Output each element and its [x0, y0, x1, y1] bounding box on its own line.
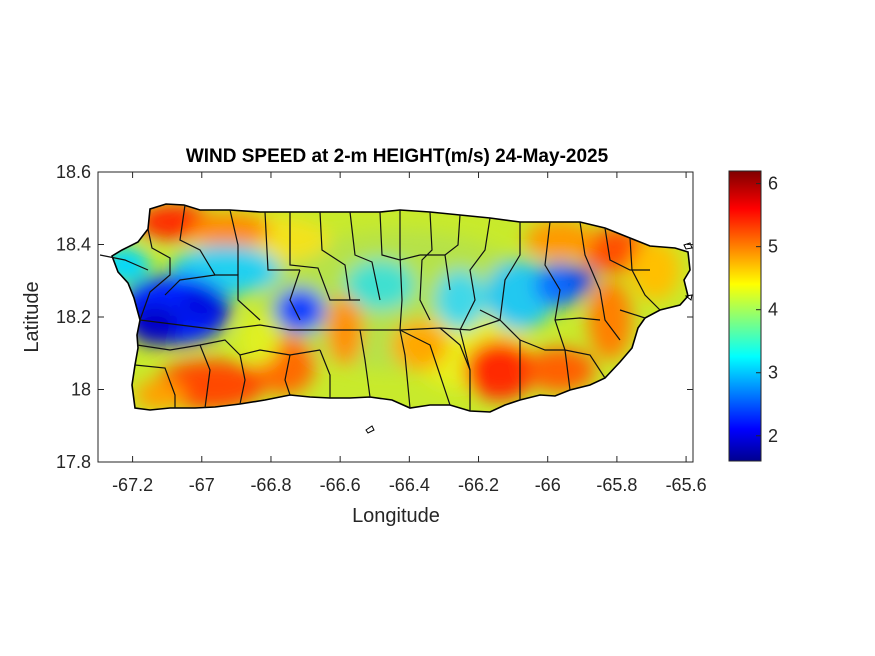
x-tick-label: -66.2	[458, 475, 499, 495]
offshore-islets	[365, 242, 693, 434]
x-tick-label: -67	[189, 475, 215, 495]
map-title: WIND SPEED at 2-m HEIGHT(m/s) 24-May-202…	[186, 146, 609, 167]
x-tick-label: -65.6	[666, 475, 707, 495]
x-tick-label: -66.8	[250, 475, 291, 495]
y-tick-label: 17.8	[56, 452, 91, 472]
colorbar-tick-label: 2	[768, 426, 778, 446]
colorbar-tick-label: 4	[768, 300, 778, 320]
y-axis-label: Latitude	[21, 281, 43, 352]
x-axis-label: Longitude	[352, 505, 440, 527]
y-tick-label: 18.4	[56, 235, 91, 255]
y-tick-label: 18.6	[56, 162, 91, 182]
y-tick-label: 18.2	[56, 307, 91, 327]
x-axis-ticks: -67.2 -67 -66.8 -66.6 -66.4 -66.2 -66 -65.8 -65.…	[112, 172, 707, 495]
y-axis-ticks: 17.8 18 18.2 18.4 18.6	[56, 162, 693, 472]
colorbar-tick-label: 5	[768, 237, 778, 257]
colorbar	[728, 170, 762, 462]
municipality-boundaries	[99, 203, 691, 413]
x-tick-label: -66	[535, 475, 561, 495]
colorbar-tick-label: 3	[768, 363, 778, 383]
x-tick-label: -65.8	[596, 475, 637, 495]
colorbar-ticks: 2 3 4 5 6	[756, 174, 778, 446]
colorbar-tick-label: 6	[768, 174, 778, 194]
x-tick-label: -66.4	[389, 475, 430, 495]
x-tick-label: -66.6	[320, 475, 361, 495]
x-tick-label: -67.2	[112, 475, 153, 495]
y-tick-label: 18	[71, 380, 91, 400]
